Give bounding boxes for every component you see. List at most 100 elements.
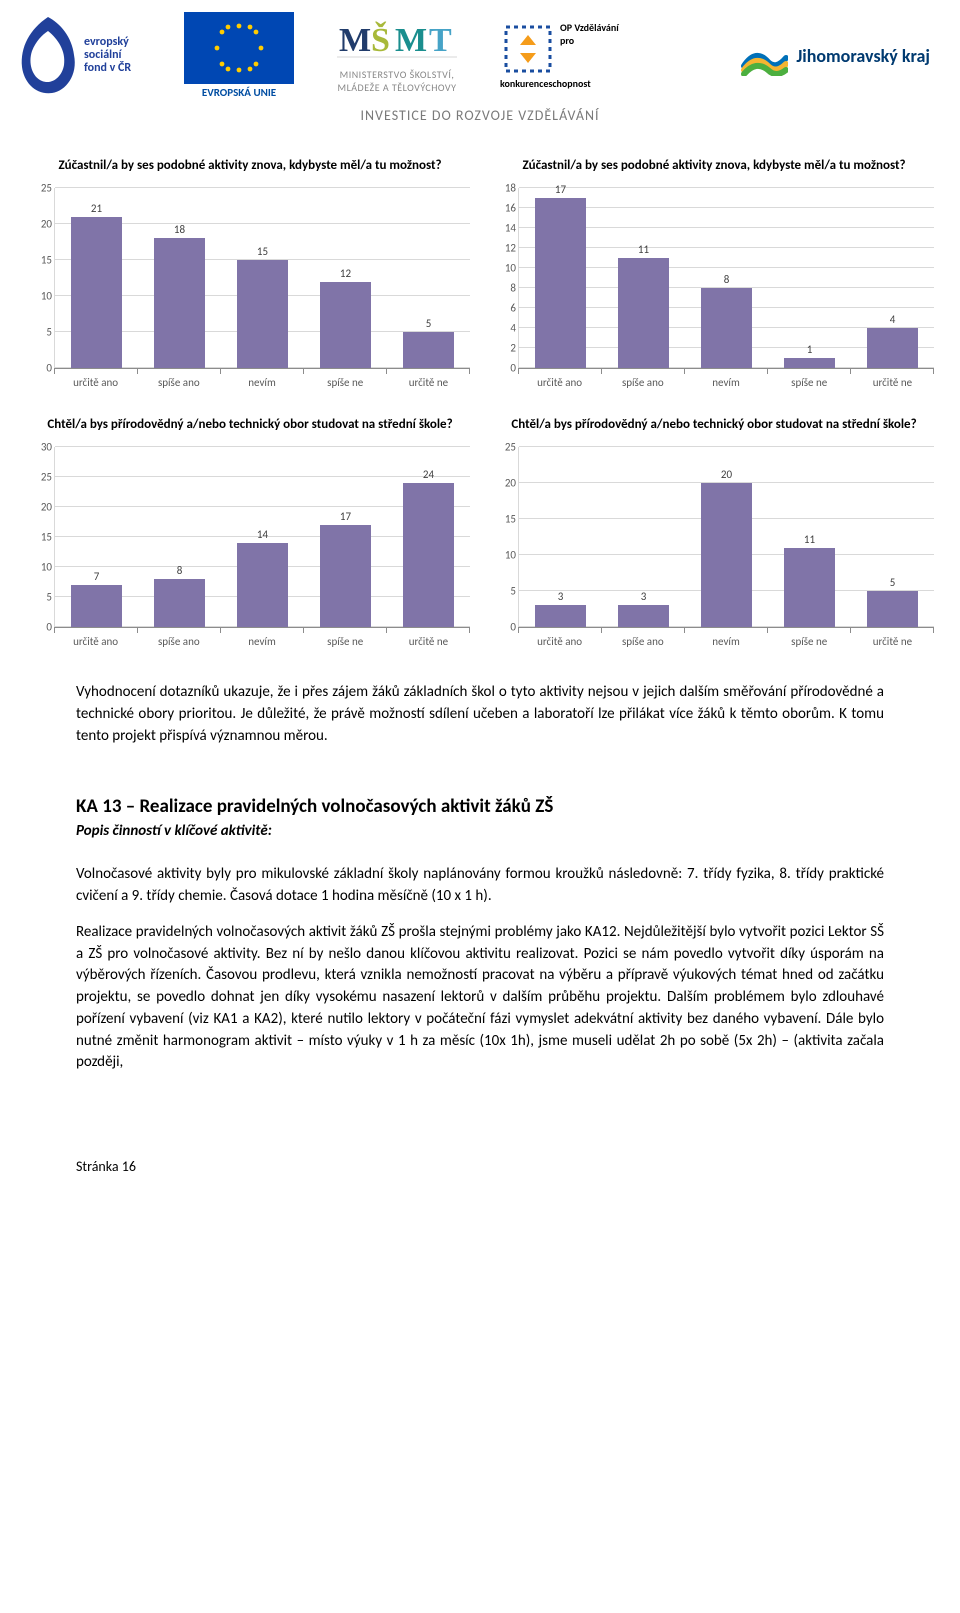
bar-slot: 7 — [55, 447, 138, 627]
svg-text:Š: Š — [371, 21, 390, 59]
bar: 8 — [701, 288, 752, 368]
y-axis: 0510152025 — [30, 188, 54, 368]
bar-value-label: 11 — [638, 243, 649, 256]
y-tick-label: 5 — [46, 591, 52, 604]
x-label: nevím — [220, 374, 303, 389]
bar: 8 — [154, 579, 205, 627]
bar: 11 — [784, 548, 835, 627]
bar-value-label: 17 — [340, 510, 351, 523]
bar-value-label: 21 — [91, 202, 102, 215]
bars-row: 78 14 17 24 — [55, 447, 470, 627]
y-tick-label: 12 — [505, 242, 516, 255]
y-tick-label: 15 — [41, 254, 52, 267]
x-label: určitě ne — [387, 374, 470, 389]
y-tick-label: 20 — [505, 477, 516, 490]
jmk-label: Jihomoravský kraj — [796, 45, 930, 67]
y-tick-label: 20 — [41, 501, 52, 514]
charts-grid: Zúčastnil/a by ses podobné aktivity znov… — [0, 150, 960, 668]
plot-area: 3320115 — [518, 447, 934, 627]
paragraph-2: Volnočasové aktivity byly pro mikulovské… — [76, 864, 884, 908]
bar: 1 — [784, 358, 835, 368]
bar: 4 — [867, 328, 918, 368]
bar-value-label: 3 — [641, 590, 647, 603]
x-label: spíše ano — [601, 633, 684, 648]
header-logos: evropský sociální fond v ČR EVROPSKÁ UNI… — [0, 0, 960, 103]
y-tick-label: 5 — [46, 326, 52, 339]
bar-slot: 4 — [851, 188, 934, 368]
bar: 3 — [535, 605, 586, 627]
chart-title: Chtěl/a bys přírodovědný a/nebo technick… — [30, 409, 470, 441]
msmt-logo: M Š M T MINISTERSTVO ŠKOLSTVÍ, MLÁDEŽE A… — [312, 17, 482, 94]
x-label: určitě ano — [518, 633, 601, 648]
x-label: spíše ano — [137, 633, 220, 648]
bar-slot: 1 — [768, 188, 851, 368]
y-tick-label: 0 — [510, 362, 516, 375]
y-tick-label: 0 — [46, 621, 52, 634]
bar: 11 — [618, 258, 669, 368]
esf-text-3: fond v ČR — [84, 62, 131, 75]
bar: 24 — [403, 483, 454, 627]
msmt-line-2: MLÁDEŽE A TĚLOVÝCHOVY — [312, 81, 482, 94]
x-label: nevím — [684, 633, 767, 648]
bar: 7 — [71, 585, 122, 627]
y-tick-label: 5 — [510, 585, 516, 598]
x-label: určitě ano — [54, 374, 137, 389]
x-labels: určitě anospíše anonevímspíše neurčitě n… — [518, 374, 934, 389]
bar: 5 — [867, 591, 918, 627]
y-tick-label: 16 — [505, 202, 516, 215]
bar-value-label: 5 — [890, 576, 896, 589]
esf-logo: evropský sociální fond v ČR — [18, 14, 166, 98]
bar-value-label: 14 — [257, 528, 268, 541]
bars-row: 21 18 1512 5 — [55, 188, 470, 368]
bar-slot: 15 — [221, 188, 304, 368]
bar-slot: 18 — [138, 188, 221, 368]
chart-c2: Zúčastnil/a by ses podobné aktivity znov… — [494, 150, 934, 389]
y-axis: 051015202530 — [30, 447, 54, 627]
y-tick-label: 25 — [505, 441, 516, 454]
x-label: spíše ne — [768, 374, 851, 389]
y-tick-label: 0 — [46, 362, 52, 375]
esf-text-1: evropský — [84, 36, 131, 49]
chart-plot: 05101520253078141724 — [30, 447, 470, 627]
bar-slot: 8 — [138, 447, 221, 627]
msmt-line-1: MINISTERSTVO ŠKOLSTVÍ, — [312, 68, 482, 81]
bar-slot: 21 — [55, 188, 138, 368]
bar: 15 — [237, 260, 288, 368]
bar-slot: 14 — [221, 447, 304, 627]
chart-c3: Chtěl/a bys přírodovědný a/nebo technick… — [30, 409, 470, 648]
bar-value-label: 18 — [174, 223, 185, 236]
y-tick-label: 10 — [41, 561, 52, 574]
bar-slot: 8 — [685, 188, 768, 368]
y-tick-label: 14 — [505, 222, 516, 235]
x-label: spíše ne — [304, 633, 387, 648]
bars-row: 3320115 — [519, 447, 934, 627]
svg-text:M: M — [339, 22, 372, 59]
chart-title: Chtěl/a bys přírodovědný a/nebo technick… — [494, 409, 934, 441]
bar-slot: 12 — [304, 188, 387, 368]
chart-c4: Chtěl/a bys přírodovědný a/nebo technick… — [494, 409, 934, 648]
bar-value-label: 1 — [807, 343, 813, 356]
bar-value-label: 4 — [890, 313, 896, 326]
bars-row: 1711814 — [519, 188, 934, 368]
x-label: spíše ne — [304, 374, 387, 389]
y-tick-label: 4 — [510, 322, 516, 335]
bar-slot: 11 — [602, 188, 685, 368]
plot-area: 1711814 — [518, 188, 934, 368]
y-tick-label: 18 — [505, 182, 516, 195]
bar-value-label: 8 — [724, 273, 730, 286]
x-labels: určitě anospíše anonevímspíše neurčitě n… — [54, 633, 470, 648]
y-tick-label: 20 — [41, 218, 52, 231]
bar-slot: 17 — [304, 447, 387, 627]
bar-value-label: 11 — [804, 533, 815, 546]
bar-value-label: 24 — [423, 468, 434, 481]
y-axis: 0510152025 — [494, 447, 518, 627]
plot-area: 78 14 17 24 — [54, 447, 470, 627]
x-labels: určitě anospíše anonevímspíše neurčitě n… — [518, 633, 934, 648]
y-tick-label: 25 — [41, 471, 52, 484]
chart-title: Zúčastnil/a by ses podobné aktivity znov… — [494, 150, 934, 182]
x-label: nevím — [684, 374, 767, 389]
bar-value-label: 17 — [555, 183, 566, 196]
bar-slot: 5 — [387, 188, 470, 368]
bar-value-label: 5 — [426, 317, 432, 330]
bar: 17 — [320, 525, 371, 627]
